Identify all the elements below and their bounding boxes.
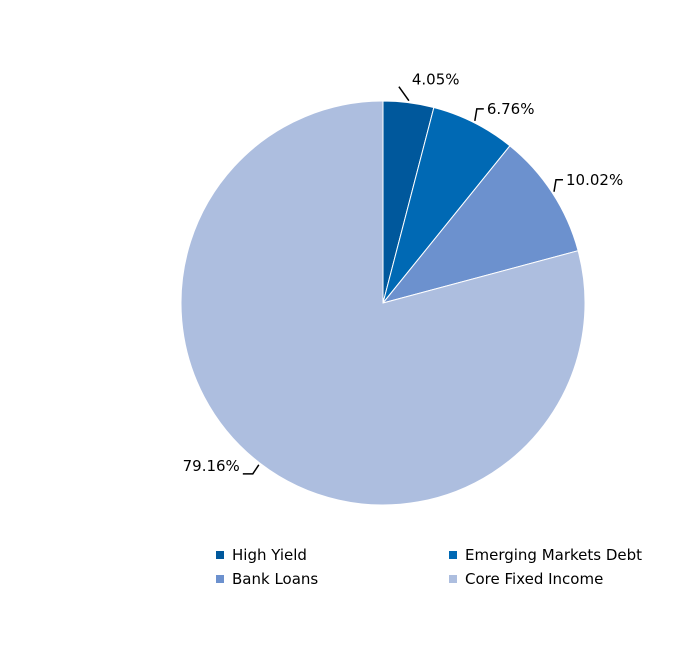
legend-label-core-fixed-income: Core Fixed Income (465, 570, 604, 588)
legend-swatch-bank-loans (216, 575, 224, 583)
data-label-high-yield: 4.05% (412, 71, 460, 89)
data-label-emerging-markets-debt: 6.76% (487, 100, 535, 118)
leader-lines (242, 86, 564, 475)
legend-label-high-yield: High Yield (232, 546, 307, 564)
pie-slice-core-fixed-income (180, 100, 586, 506)
data-labels: 4.05% 6.76% 10.02% 79.16% (183, 71, 624, 475)
legend-swatch-core-fixed-income (449, 575, 457, 583)
legend-item-emerging-markets-debt: Emerging Markets Debt (449, 546, 642, 564)
legend-label-emerging-markets-debt: Emerging Markets Debt (465, 546, 643, 564)
legend-item-core-fixed-income: Core Fixed Income (449, 570, 603, 588)
pie-slices (180, 100, 586, 506)
legend-label-bank-loans: Bank Loans (232, 570, 319, 588)
leader-line-bank-loans (553, 179, 564, 192)
legend-item-bank-loans: Bank Loans (216, 570, 318, 588)
legend-swatch-high-yield (216, 551, 224, 559)
legend-item-high-yield: High Yield (216, 546, 307, 564)
data-label-bank-loans: 10.02% (566, 171, 623, 189)
legend-swatch-emerging-markets-debt (449, 551, 457, 559)
leader-line-core-fixed-income (242, 464, 260, 475)
leader-line-high-yield (398, 86, 410, 102)
data-label-core-fixed-income: 79.16% (183, 457, 240, 475)
leader-line-emerging-markets-debt (474, 108, 484, 121)
